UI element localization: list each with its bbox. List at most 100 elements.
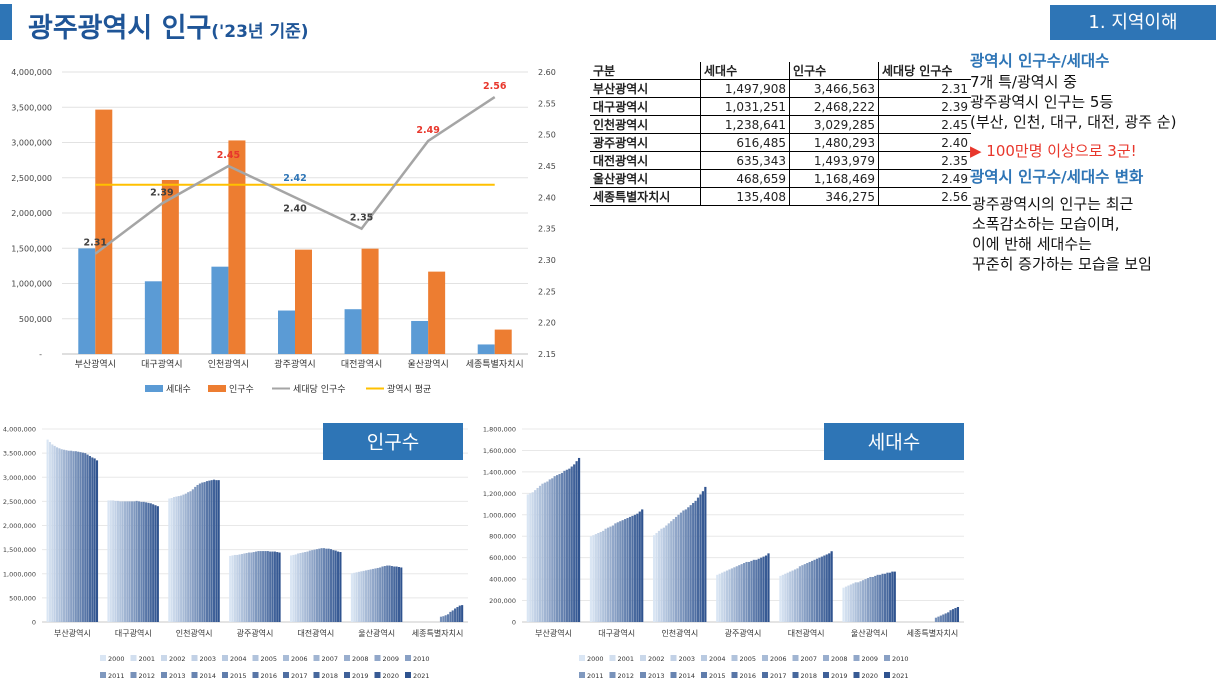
bar-population xyxy=(95,109,113,355)
bar-year xyxy=(72,451,75,622)
legend-label: 2000 xyxy=(108,655,125,663)
y-tick-label: 4,000,000 xyxy=(11,68,52,77)
bar-year xyxy=(388,565,391,622)
legend-swatch xyxy=(161,672,167,678)
bar-year xyxy=(876,574,879,622)
bar-year xyxy=(55,447,59,622)
legend-swatch xyxy=(374,672,381,678)
y-tick-label: 1,000,000 xyxy=(11,280,52,289)
bar-year xyxy=(796,568,799,622)
bar-year xyxy=(121,501,124,622)
bar-year xyxy=(257,551,260,622)
legend-swatch xyxy=(670,672,677,678)
table-header-cell: 세대당 인구수 xyxy=(878,62,971,80)
legend-label: 2013 xyxy=(169,672,186,680)
bar-year xyxy=(548,479,551,622)
legend-swatch xyxy=(374,655,381,661)
bar-households xyxy=(477,344,495,354)
bar-year xyxy=(621,520,624,622)
bar-year xyxy=(79,452,82,622)
legend-label: 2021 xyxy=(892,672,909,680)
legend-label: 2003 xyxy=(679,655,696,663)
legend-label: 2017 xyxy=(770,672,787,680)
legend-swatch xyxy=(344,655,350,661)
bar-year xyxy=(172,497,176,622)
bar-year xyxy=(77,451,80,622)
title-accent-bar xyxy=(0,4,12,40)
table-cell: 468,659 xyxy=(700,169,790,188)
bar-year xyxy=(842,587,845,622)
legend-label: 2007 xyxy=(322,655,339,663)
data-label-per-household: 2.49 xyxy=(416,125,439,136)
bar-year xyxy=(273,551,276,622)
bar-year xyxy=(397,566,400,622)
legend-swatch xyxy=(222,672,228,678)
y-tick-label: 1,500,000 xyxy=(11,244,52,253)
bar-year xyxy=(250,552,253,622)
bar-year xyxy=(677,514,680,622)
bar-households xyxy=(344,309,362,354)
legend-label: 2011 xyxy=(587,672,604,680)
legend-label: 2018 xyxy=(322,672,339,680)
bar-year xyxy=(245,553,248,622)
bar-year xyxy=(546,481,549,622)
table-cell: 1,031,251 xyxy=(700,97,790,116)
bar-year xyxy=(665,525,668,622)
bar-year xyxy=(689,505,692,622)
bar-year xyxy=(849,584,852,622)
bar-year xyxy=(196,484,199,622)
y-tick-label: 3,500,000 xyxy=(11,103,52,112)
bar-year xyxy=(379,567,382,622)
bar-year xyxy=(667,523,670,622)
bar-year xyxy=(332,550,335,622)
bar-year xyxy=(725,570,729,622)
bar-year xyxy=(350,573,353,622)
bar-year xyxy=(70,450,73,622)
legend-label: 2006 xyxy=(770,655,787,663)
data-label-metro-average: 2.42 xyxy=(283,173,306,184)
household-trend-chart: 0 200,000 400,000 600,000 800,000 1,000,000 1,… xyxy=(483,423,964,680)
table-header-cell: 구분 xyxy=(590,62,701,80)
bar-year xyxy=(109,500,112,622)
legend-swatch xyxy=(762,672,768,678)
bar-year xyxy=(364,570,368,622)
bar-year xyxy=(271,551,274,622)
side-panel: 광역시 인구수/세대수 7개 특/광역시 중 광주광역시 인구는 5등 (부산,… xyxy=(970,50,1214,274)
bar-year xyxy=(694,500,697,622)
page-title-main: 광주광역시 인구 xyxy=(28,13,212,44)
legend-label: 2012 xyxy=(139,672,156,680)
legend-swatch xyxy=(823,672,829,678)
bar-year xyxy=(203,482,206,622)
side-highlight: ▶ 100만명 이상으로 3군! xyxy=(970,142,1137,160)
bar-year xyxy=(747,561,751,622)
legend-label: 2007 xyxy=(801,655,818,663)
bar-year xyxy=(755,559,758,622)
bar-year xyxy=(81,452,84,622)
bar-year xyxy=(149,503,152,622)
bar-year xyxy=(674,516,678,622)
side-heading-population: 광역시 인구수/세대수 xyxy=(970,52,1110,70)
bar-year xyxy=(308,550,311,622)
legend-swatch xyxy=(130,655,137,661)
legend-swatch xyxy=(145,385,163,392)
table-cell: 대구광역시 xyxy=(590,97,701,116)
bar-year xyxy=(454,608,457,622)
bar-year xyxy=(881,573,884,622)
table-cell: 2.39 xyxy=(878,97,971,116)
bar-year xyxy=(869,576,872,622)
table-cell: 세종특별자치시 xyxy=(590,187,701,206)
bar-year xyxy=(657,530,661,622)
bar-year xyxy=(390,566,393,622)
bar-year xyxy=(672,519,675,622)
side-text-line: 광주광역시의 인구는 최근 xyxy=(972,195,1134,213)
bar-year xyxy=(641,509,644,622)
bar-year xyxy=(247,552,251,622)
bar-year xyxy=(633,514,636,622)
y2-tick-label: 2.50 xyxy=(538,131,556,140)
y-tick-label: - xyxy=(39,350,42,359)
legend-label: 2012 xyxy=(618,672,635,680)
bar-year xyxy=(575,461,578,622)
y-tick-label: 3,000,000 xyxy=(3,474,36,482)
legend-label: 2002 xyxy=(169,655,186,663)
legend-label: 광역시 평균 xyxy=(387,383,431,395)
